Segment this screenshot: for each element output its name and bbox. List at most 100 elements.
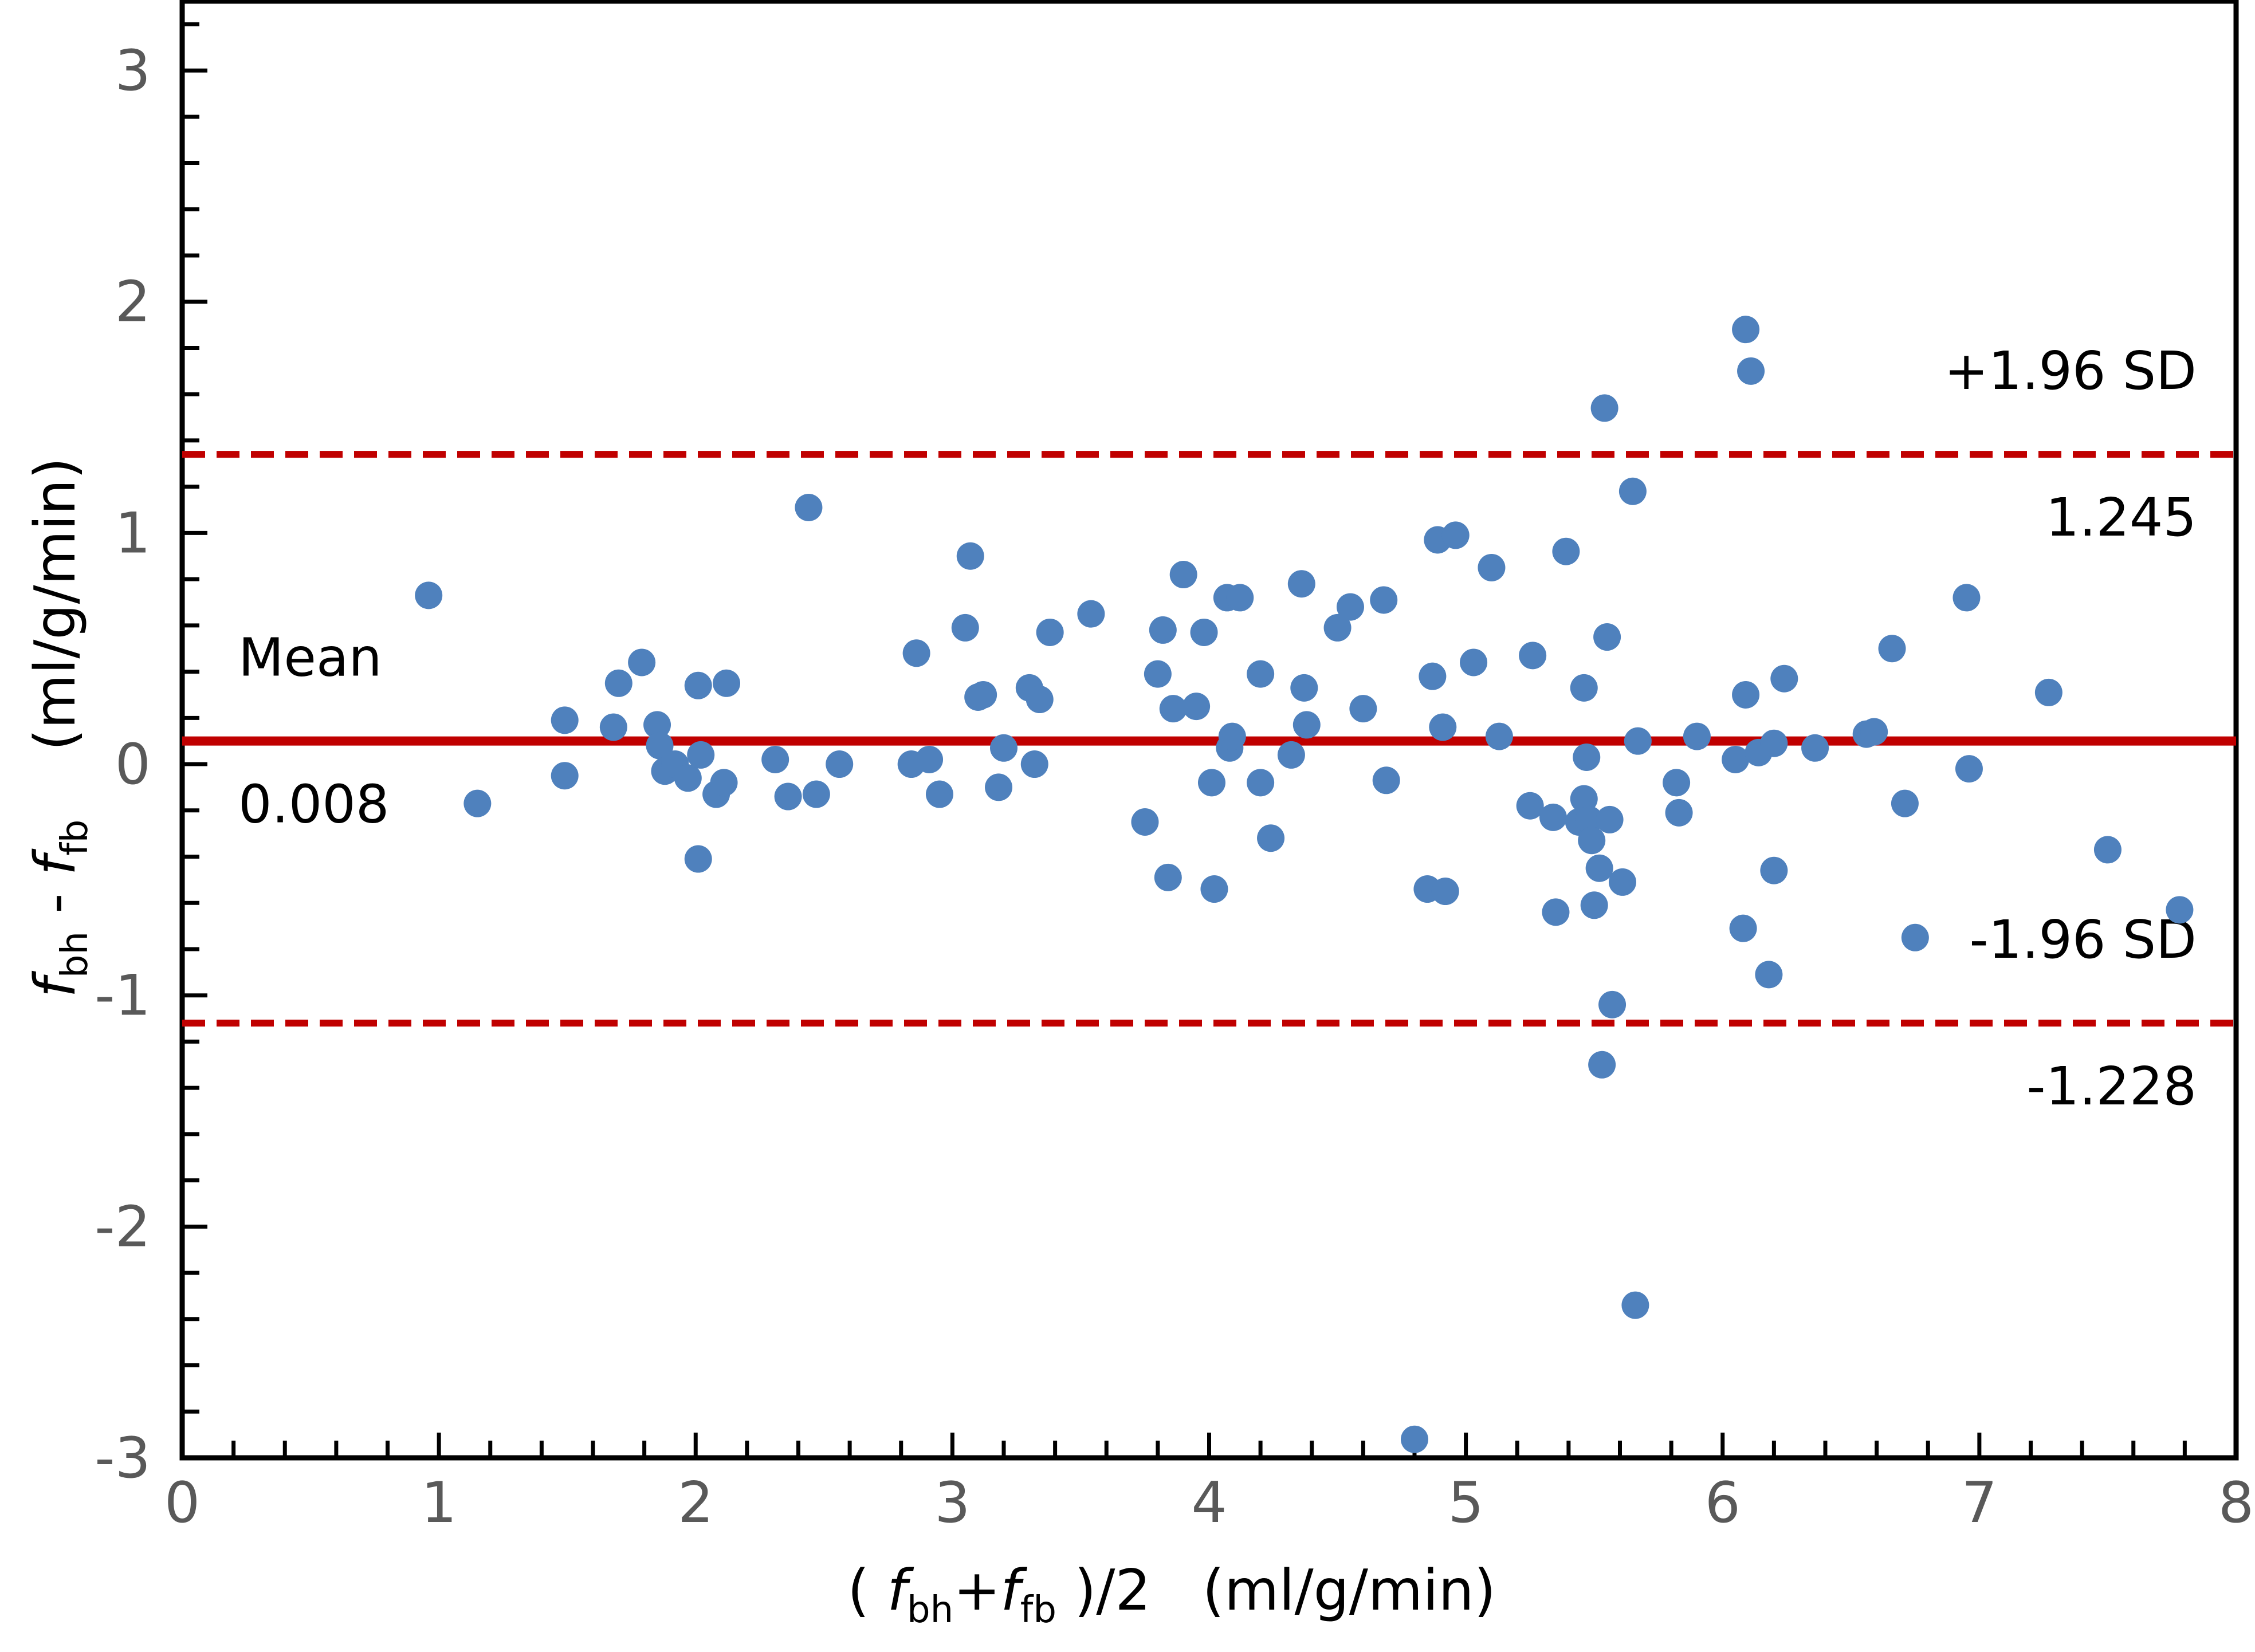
- data-point: [1955, 755, 1983, 783]
- y-tick-label: 3: [115, 38, 151, 104]
- data-point: [1585, 854, 1613, 882]
- data-point: [1277, 741, 1305, 769]
- data-point: [1588, 1051, 1616, 1079]
- data-point: [795, 493, 823, 521]
- data-point: [1372, 766, 1400, 794]
- x-title-units: (ml/g/min): [1203, 1558, 1496, 1623]
- data-point: [551, 762, 579, 790]
- data-point: [1287, 570, 1315, 598]
- svg-text:( fbh+ffb )/2(ml/g/min): ( fbh+ffb )/2 (ml/g/min): [847, 1558, 1496, 1631]
- data-point: [1683, 722, 1711, 750]
- data-point: [643, 711, 671, 739]
- data-point: [2034, 678, 2062, 706]
- data-point: [1624, 727, 1652, 755]
- data-point: [1552, 537, 1580, 565]
- data-point: [463, 789, 492, 817]
- data-point: [826, 750, 854, 778]
- y-tick-label: 1: [115, 501, 151, 566]
- data-point: [774, 782, 802, 811]
- y-tick-label: 2: [115, 270, 151, 335]
- data-point: [1598, 990, 1627, 1018]
- data-point: [1570, 785, 1598, 813]
- data-point: [1020, 750, 1048, 778]
- x-title-sub1: bh: [907, 1589, 953, 1631]
- data-point: [1197, 769, 1225, 797]
- data-point: [1182, 693, 1211, 721]
- data-point: [1169, 561, 1197, 589]
- upper-limit-value: 1.245: [2046, 487, 2197, 548]
- data-point: [969, 681, 997, 709]
- data-point: [1618, 477, 1647, 505]
- data-point: [1431, 878, 1459, 906]
- x-tick-label: 1: [421, 1470, 457, 1536]
- data-point: [1952, 584, 1981, 612]
- data-point: [1801, 734, 1829, 762]
- x-tick-label: 7: [1962, 1470, 1997, 1536]
- data-point: [902, 639, 930, 667]
- data-point: [599, 713, 627, 741]
- data-point: [1519, 642, 1547, 670]
- data-point: [1247, 660, 1275, 688]
- data-point: [1200, 875, 1228, 903]
- data-point: [646, 731, 674, 760]
- lower-limit-value: -1.228: [2026, 1056, 2197, 1117]
- data-point: [1441, 521, 1470, 549]
- data-point: [1575, 805, 1603, 833]
- data-point: [1323, 613, 1352, 642]
- x-title-suffix: )/2: [1056, 1558, 1151, 1623]
- data-point: [1732, 316, 1760, 344]
- data-point: [2166, 896, 2194, 924]
- data-point: [985, 773, 1013, 801]
- data-point: [1539, 803, 1567, 831]
- data-point: [1590, 394, 1618, 422]
- data-point: [1729, 914, 1757, 942]
- data-point: [1292, 711, 1321, 739]
- data-point: [1478, 553, 1506, 581]
- data-point: [916, 745, 944, 773]
- data-point: [1608, 868, 1636, 896]
- x-tick-label: 3: [934, 1470, 970, 1536]
- data-point: [684, 671, 712, 699]
- data-point: [1149, 616, 1177, 644]
- data-point: [1144, 660, 1172, 688]
- data-point: [1077, 600, 1105, 628]
- data-point: [1370, 586, 1398, 614]
- x-tick-label: 2: [678, 1470, 713, 1536]
- lower-limit-label: -1.96 SD: [1969, 909, 2197, 970]
- y-tick-label: -1: [95, 963, 151, 1029]
- data-point: [1665, 799, 1693, 827]
- data-point: [1737, 357, 1765, 385]
- svg-text:fbh - ffb(ml/g/min): fbh - ffb(ml/g/min): [23, 457, 96, 997]
- data-point: [604, 669, 632, 697]
- data-point: [1901, 923, 1929, 951]
- data-point: [1760, 729, 1788, 757]
- data-point: [1226, 584, 1254, 612]
- data-point: [1190, 618, 1218, 646]
- data-point: [1419, 662, 1447, 690]
- data-point: [628, 648, 656, 676]
- data-point: [713, 669, 741, 697]
- y-tick-label: -2: [95, 1194, 151, 1260]
- data-point: [925, 780, 953, 808]
- data-point: [684, 845, 712, 873]
- data-point: [1760, 856, 1788, 884]
- data-point: [956, 542, 984, 570]
- mean-value: 0.008: [238, 774, 389, 835]
- data-point: [1578, 827, 1606, 855]
- data-point: [1290, 674, 1318, 702]
- y-tick-label: 0: [115, 732, 151, 797]
- data-point: [1131, 808, 1159, 836]
- data-point: [1026, 686, 1054, 714]
- x-tick-label: 8: [2218, 1470, 2254, 1536]
- x-tick-label: 4: [1191, 1470, 1227, 1536]
- plot-frame: [179, 0, 2239, 1461]
- y-tick-label: -3: [95, 1426, 151, 1491]
- data-point: [1401, 1425, 1428, 1453]
- data-point: [1663, 769, 1691, 797]
- y-axis-title: fbh - ffb(ml/g/min): [23, 457, 96, 997]
- data-point: [1247, 769, 1275, 797]
- data-point: [1580, 891, 1608, 919]
- data-point: [1336, 593, 1364, 621]
- y-title-units: (ml/g/min): [23, 457, 88, 750]
- chart-marks: -3 -2 -1 0 1 2 3 0 1 2 3 4 5 6 7 8 +1.96 SD 1.245 Mean 0.00…: [95, 0, 2254, 1536]
